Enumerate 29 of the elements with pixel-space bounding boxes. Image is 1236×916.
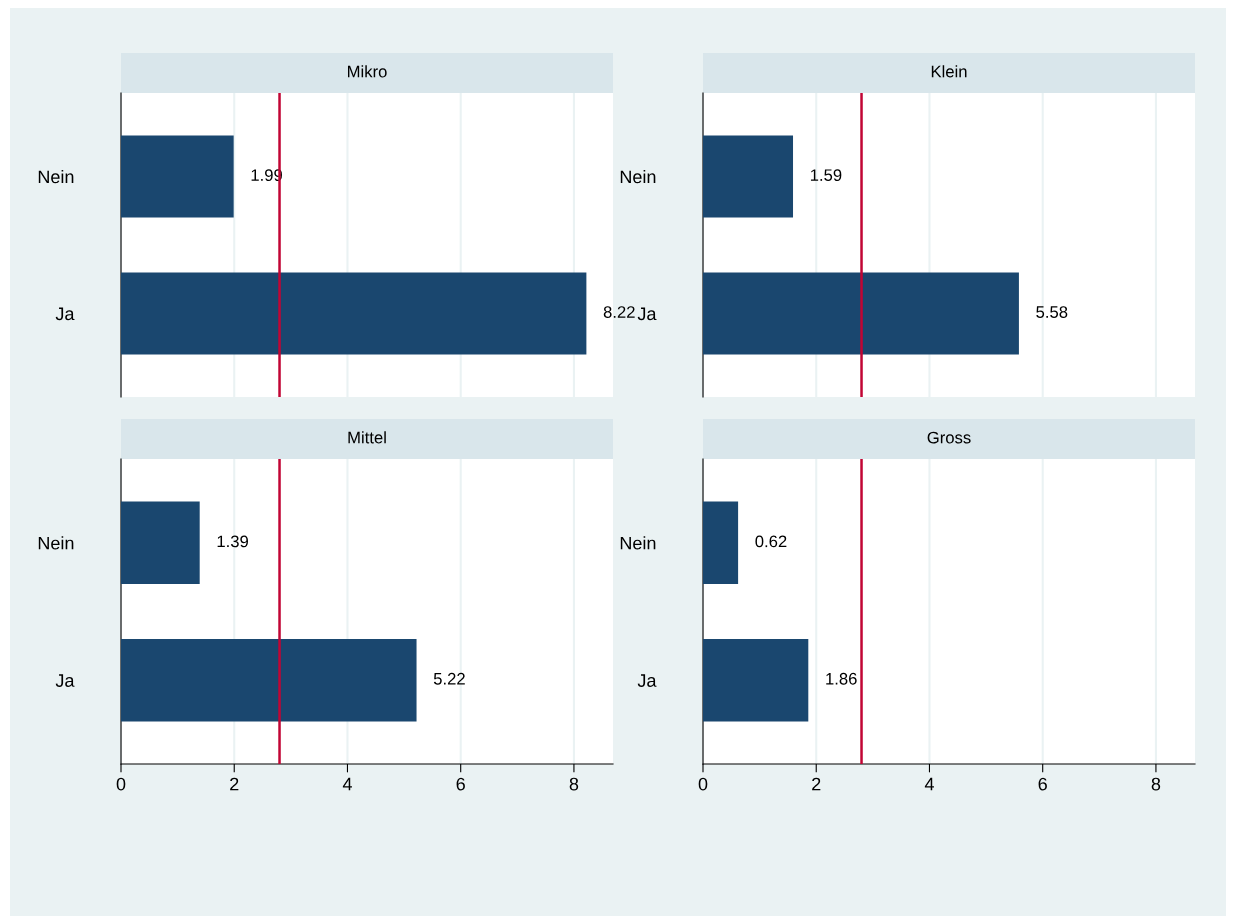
chart-title: Klein [931, 65, 967, 78]
data-label: 5.22 [433, 672, 465, 685]
data-label: 1.86 [826, 672, 857, 685]
data-label: 1.59 [810, 169, 842, 182]
chart-title: Mikro [348, 65, 387, 78]
data-label: 0.62 [755, 535, 787, 548]
x-tick-label: 8 [569, 777, 579, 791]
x-tick-label: 2 [812, 777, 821, 791]
x-tick-label: 6 [456, 777, 465, 791]
y-tick-label: Ja [637, 307, 657, 321]
data-label: 1.39 [217, 535, 249, 548]
y-tick-label: Nein [620, 169, 656, 184]
y-tick-label: Nein [38, 169, 74, 184]
y-tick-label: Ja [637, 674, 657, 687]
y-tick-label: Nein [38, 536, 74, 550]
x-tick-label: 4 [924, 777, 934, 791]
y-tick-label: Ja [55, 674, 75, 687]
chart-title: Mittel [348, 431, 386, 444]
data-label: 5.58 [1036, 306, 1068, 318]
y-tick-label: Ja [55, 307, 75, 321]
x-tick-label: 8 [1151, 777, 1161, 791]
chart-title: Gross [927, 431, 971, 444]
data-label: 8.22 [603, 306, 635, 318]
x-tick-label: 0 [698, 777, 708, 791]
y-tick-label: Nein [620, 536, 656, 550]
x-tick-label: 2 [230, 777, 239, 791]
x-tick-label: 4 [342, 777, 352, 791]
x-tick-label: 6 [1038, 777, 1047, 791]
x-tick-label: 0 [116, 777, 126, 791]
